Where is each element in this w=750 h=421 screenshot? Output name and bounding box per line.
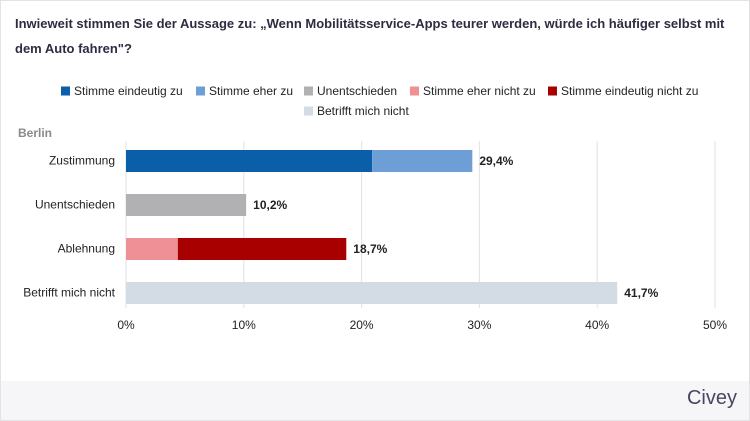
- category-label: Ablehnung: [57, 241, 115, 256]
- legend-swatch: [61, 86, 70, 96]
- category-label: Zustimmung: [48, 153, 115, 168]
- x-tick-label: 20%: [350, 318, 374, 332]
- legend-label: Stimme eher zu: [209, 84, 293, 98]
- total-label: 10,2%: [253, 198, 287, 212]
- legend-label: Betrifft mich nicht: [317, 104, 409, 118]
- category-label: Betrifft mich nicht: [23, 285, 115, 300]
- bar-segment: [126, 238, 178, 260]
- bar-segment: [126, 194, 247, 216]
- total-label: 29,4%: [479, 154, 513, 168]
- bar-segment: [372, 150, 473, 172]
- x-tick-label: 50%: [703, 318, 727, 332]
- x-tick-label: 10%: [232, 318, 256, 332]
- plot: Berlin Stimme eindeutig zu Stimme eher zu…: [18, 84, 727, 332]
- legend-swatch: [304, 106, 313, 116]
- legend-label: Unentschieden: [317, 84, 397, 98]
- legend-label: Stimme eindeutig zu: [74, 84, 183, 98]
- footer: Civey: [1, 381, 749, 420]
- x-tick-label: 0%: [117, 318, 135, 332]
- chart-title: Inwieweit stimmen Sie der Aussage zu: „W…: [15, 16, 725, 56]
- x-tick-label: 40%: [585, 318, 609, 332]
- total-label: 18,7%: [353, 242, 387, 256]
- legend-swatch: [548, 86, 557, 96]
- brand: Civey: [686, 387, 737, 409]
- total-label: 41,7%: [624, 286, 658, 300]
- bar-segment: [126, 150, 373, 172]
- legend-label: Stimme eher nicht zu: [423, 84, 536, 98]
- legend-swatch: [410, 86, 419, 96]
- bar-segment: [177, 238, 347, 260]
- group-label: Berlin: [18, 126, 52, 140]
- legend-swatch: [196, 86, 205, 96]
- category-label: Unentschieden: [34, 197, 115, 212]
- x-tick-label: 30%: [467, 318, 491, 332]
- bar-segment: [126, 282, 618, 304]
- legend-swatch: [304, 86, 313, 96]
- legend-label: Stimme eindeutig nicht zu: [561, 84, 698, 98]
